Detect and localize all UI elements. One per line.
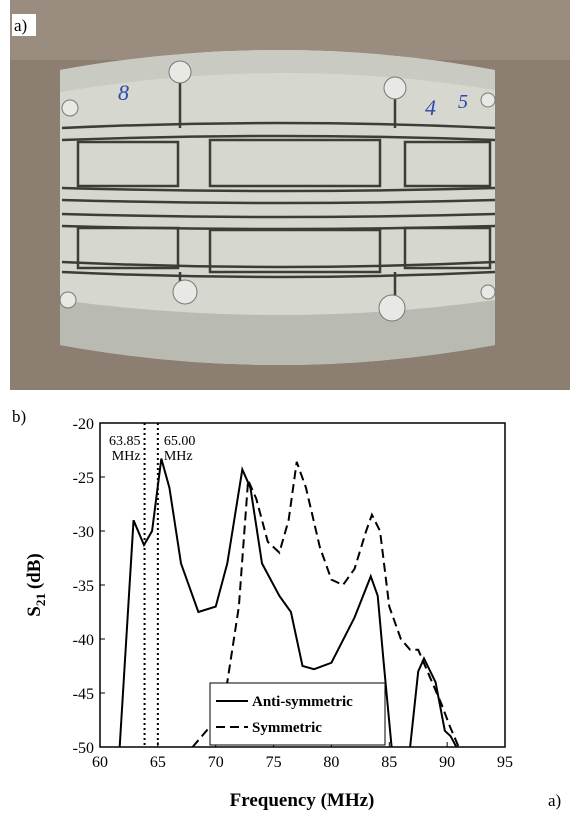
- legend: Anti-symmetric Symmetric: [209, 682, 386, 746]
- x-tick-label: 75: [266, 754, 282, 771]
- legend-label: Symmetric: [252, 720, 322, 736]
- marker-label: MHz: [112, 449, 141, 464]
- legend-box: [209, 682, 386, 746]
- y-tick-label: -30: [73, 524, 94, 541]
- x-tick-label: 60: [92, 754, 108, 771]
- y-label-main: S: [24, 606, 45, 617]
- y-axis-label: S21 (dB): [24, 553, 48, 616]
- y-tick-label: -40: [73, 632, 94, 649]
- x-tick-label: 65: [150, 754, 166, 771]
- y-tick-label: -20: [73, 416, 94, 433]
- photo-number: 8: [118, 80, 129, 105]
- y-tick-label: -45: [73, 686, 94, 703]
- marker-label: 63.85: [109, 434, 141, 449]
- y-tick-label: -50: [73, 740, 94, 757]
- marker-label: MHz: [164, 449, 193, 464]
- series-line: [191, 461, 460, 747]
- x-tick-label: 85: [381, 754, 397, 771]
- photo-number: 5: [458, 91, 468, 113]
- panel-label: a): [14, 16, 27, 35]
- y-tick-label: -25: [73, 470, 94, 487]
- y-label-unit: (dB): [24, 553, 45, 589]
- y-label-sub: 21: [33, 593, 48, 606]
- x-tick-label: 70: [208, 754, 224, 771]
- photo: 8 4 5 a): [10, 0, 570, 390]
- x-tick-label: 95: [497, 754, 513, 771]
- legend-label: Anti-symmetric: [252, 694, 353, 710]
- x-axis-label: Frequency (MHz): [230, 790, 375, 811]
- x-tick-label: 90: [439, 754, 455, 771]
- marker-label: 65.00: [164, 434, 196, 449]
- x-tick-label: 80: [323, 754, 339, 771]
- y-tick-label: -35: [73, 578, 94, 595]
- series: [191, 461, 460, 747]
- panel-label: a): [548, 791, 561, 810]
- photo-number: 4: [425, 95, 436, 120]
- panel-label: b): [12, 407, 26, 426]
